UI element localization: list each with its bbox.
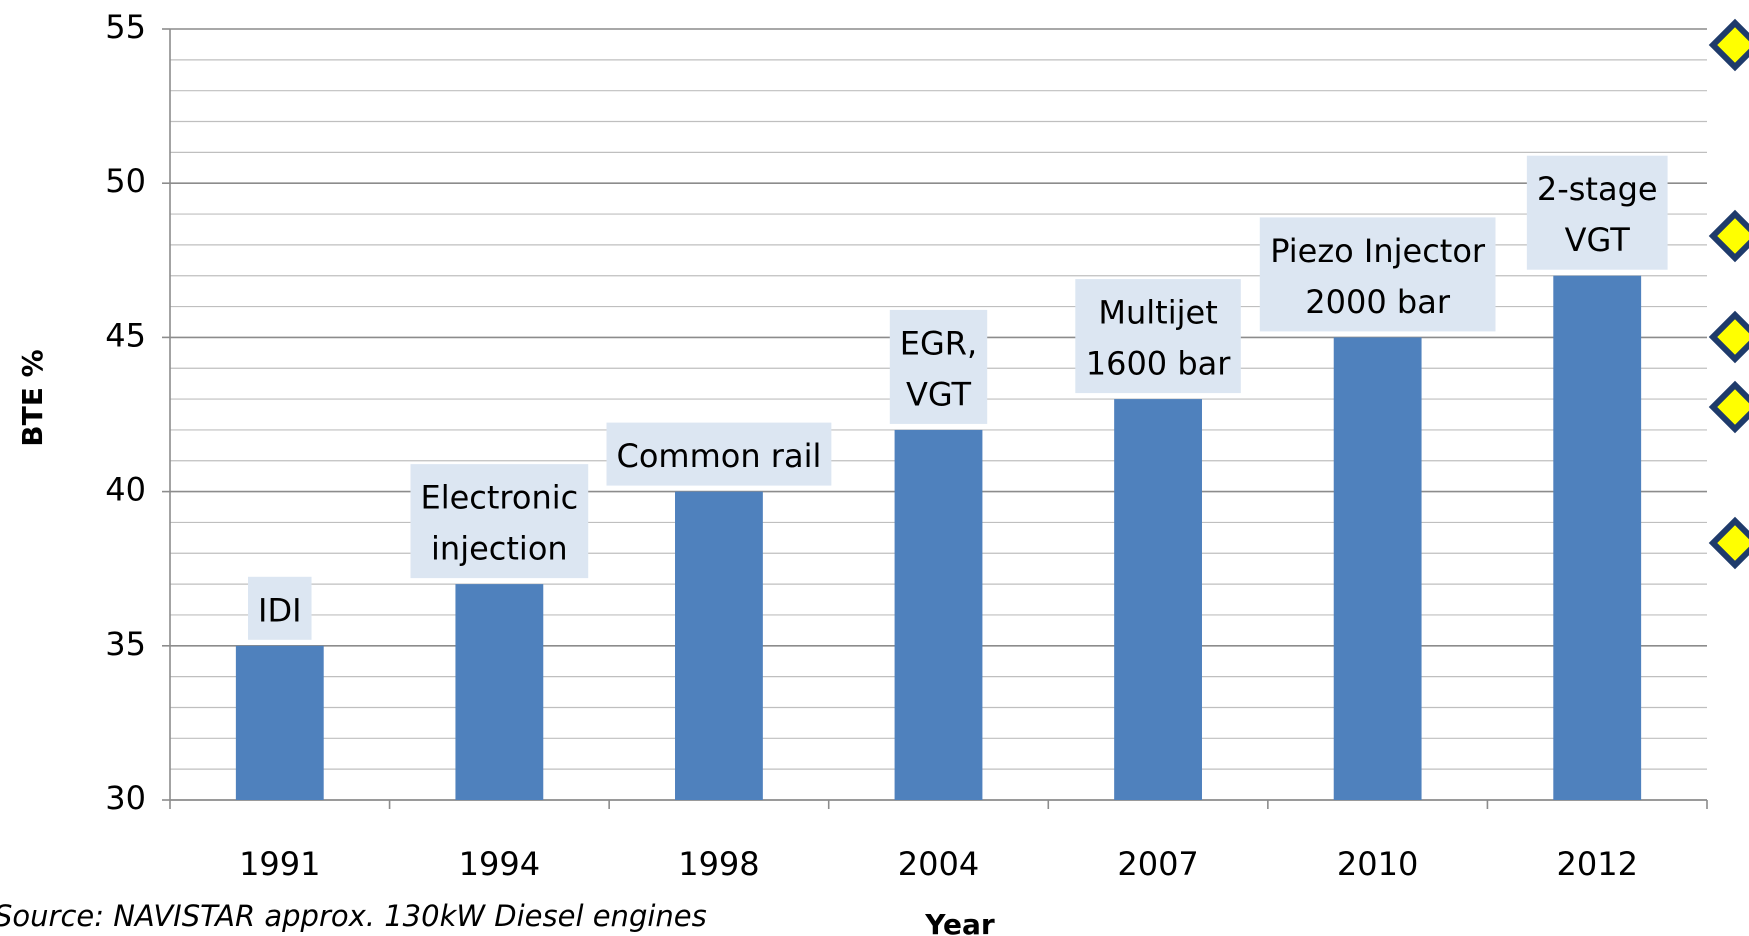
annotation-text: 1600 bar xyxy=(1086,345,1232,383)
bar-annotation: Electronic injection xyxy=(410,464,589,579)
legend-marker xyxy=(1708,18,1749,72)
bar-annotation: IDI xyxy=(248,576,312,640)
annotation-text: 2-stage xyxy=(1537,170,1658,208)
annotation-text: Multijet xyxy=(1098,294,1217,332)
annotation-box xyxy=(606,422,832,486)
legend-marker xyxy=(1708,310,1749,364)
legend-marker xyxy=(1708,516,1749,570)
bar-annotation: Multijet 1600 bar xyxy=(1075,279,1241,394)
bar xyxy=(894,429,983,800)
annotation-box xyxy=(248,576,312,640)
x-tick-label: 2012 xyxy=(1556,845,1637,883)
annotation-text: VGT xyxy=(906,375,972,413)
legend-marker xyxy=(1708,209,1749,263)
annotation-text: VGT xyxy=(1565,221,1631,259)
bar xyxy=(675,491,763,800)
x-axis-label: Year xyxy=(924,908,995,936)
annotation-text: 2000 bar xyxy=(1305,283,1451,321)
bar-annotation: 2-stage VGT xyxy=(1526,155,1668,270)
bar-annotation: Common rail xyxy=(606,422,832,486)
y-tick-label: 55 xyxy=(105,8,146,46)
y-tick-label: 35 xyxy=(105,625,146,663)
y-tick-label: 40 xyxy=(105,471,146,509)
annotation-text: Piezo Injector xyxy=(1270,232,1486,270)
annotation-box xyxy=(1526,155,1668,270)
x-tick-label: 1991 xyxy=(239,845,320,883)
annotation-text: IDI xyxy=(258,591,302,629)
x-tick-label: 2010 xyxy=(1337,845,1418,883)
bar xyxy=(1333,337,1422,800)
annotation-text: Common rail xyxy=(617,437,822,475)
x-tick-label: 2004 xyxy=(898,845,979,883)
y-tick-label: 45 xyxy=(105,316,146,354)
annotation-text: injection xyxy=(431,530,568,568)
x-tick-label: 1994 xyxy=(459,845,540,883)
bar xyxy=(455,584,544,800)
bar xyxy=(1114,399,1202,800)
y-tick-label: 50 xyxy=(105,162,146,200)
annotation-box xyxy=(889,309,988,424)
legend-marker xyxy=(1708,380,1749,434)
legend-markers xyxy=(1708,18,1749,570)
x-tick-label: 2007 xyxy=(1117,845,1198,883)
annotation-box xyxy=(1259,217,1496,332)
y-axis-label: BTE % xyxy=(16,349,49,446)
bar xyxy=(1553,275,1642,801)
annotation-text: Electronic xyxy=(420,479,578,517)
annotation-box xyxy=(1075,279,1241,394)
bar-annotation: Piezo Injector 2000 bar xyxy=(1259,217,1496,332)
x-tick-label: 1998 xyxy=(678,845,759,883)
source-note: Source: NAVISTAR approx. 130kW Diesel en… xyxy=(0,899,707,933)
bar xyxy=(235,645,324,800)
bar-annotation: EGR, VGT xyxy=(889,309,988,424)
annotation-text: EGR, xyxy=(900,324,977,362)
y-tick-label: 30 xyxy=(105,779,146,817)
annotation-box xyxy=(410,464,589,579)
